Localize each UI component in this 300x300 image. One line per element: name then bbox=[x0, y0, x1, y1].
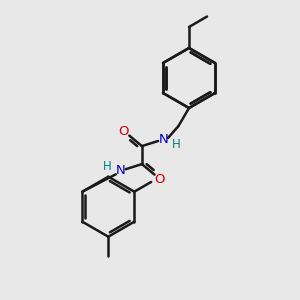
Text: H: H bbox=[172, 137, 181, 151]
Text: N: N bbox=[159, 133, 168, 146]
Text: N: N bbox=[116, 164, 125, 177]
Text: O: O bbox=[119, 124, 129, 138]
Text: O: O bbox=[155, 172, 165, 186]
Text: H: H bbox=[103, 160, 112, 173]
